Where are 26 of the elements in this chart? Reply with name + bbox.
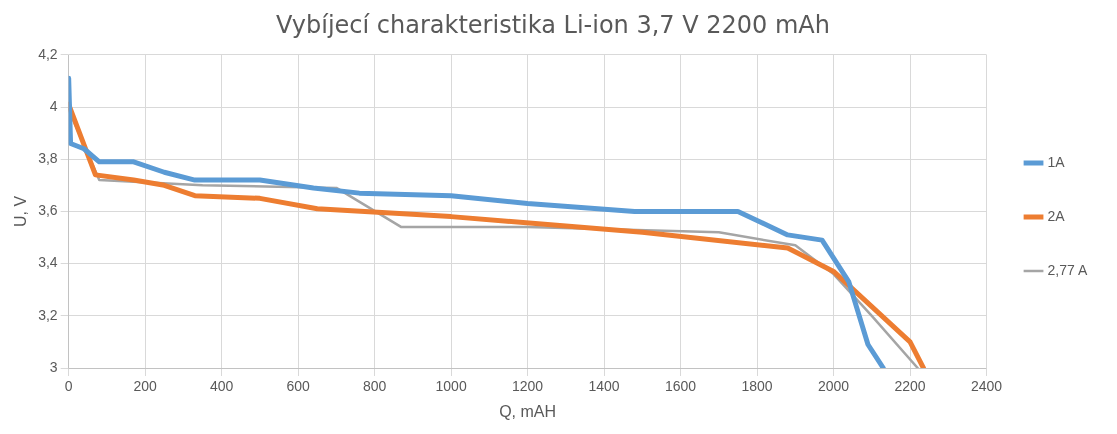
- chart-title: Vybíjecí charakteristika Li-ion 3,7 V 2200 mAh: [276, 10, 830, 39]
- y-tick-label: 3,6: [38, 202, 58, 219]
- x-tick-label: 2200: [894, 378, 926, 395]
- x-tick-label: 1000: [435, 378, 467, 395]
- x-tick-label: 2000: [817, 378, 850, 395]
- x-tick-label: 400: [209, 378, 234, 395]
- y-axis-title: U, V: [12, 195, 30, 227]
- x-tick-label: 1400: [588, 378, 620, 395]
- x-axis-title: Q, mAH: [499, 402, 557, 420]
- x-tick-label: 1600: [664, 378, 697, 395]
- x-tick-label: 1200: [512, 378, 544, 395]
- x-tick-label: 600: [286, 378, 311, 395]
- legend-label: 2A: [1047, 207, 1066, 224]
- x-tick-label: 1800: [741, 378, 773, 395]
- y-tick-label: 3,8: [38, 150, 58, 167]
- y-tick-label: 4: [49, 97, 58, 114]
- legend-label: 2,77 A: [1047, 261, 1088, 278]
- y-tick-label: 4,2: [38, 45, 58, 62]
- legend-label: 1A: [1047, 153, 1066, 170]
- y-tick-label: 3,2: [38, 306, 58, 323]
- y-tick-label: 3: [49, 358, 58, 375]
- x-tick-label: 2400: [970, 378, 1003, 395]
- x-tick-label: 0: [64, 378, 73, 395]
- x-tick-label: 800: [362, 378, 387, 395]
- x-tick-label: 200: [133, 378, 158, 395]
- y-tick-label: 3,4: [38, 254, 58, 271]
